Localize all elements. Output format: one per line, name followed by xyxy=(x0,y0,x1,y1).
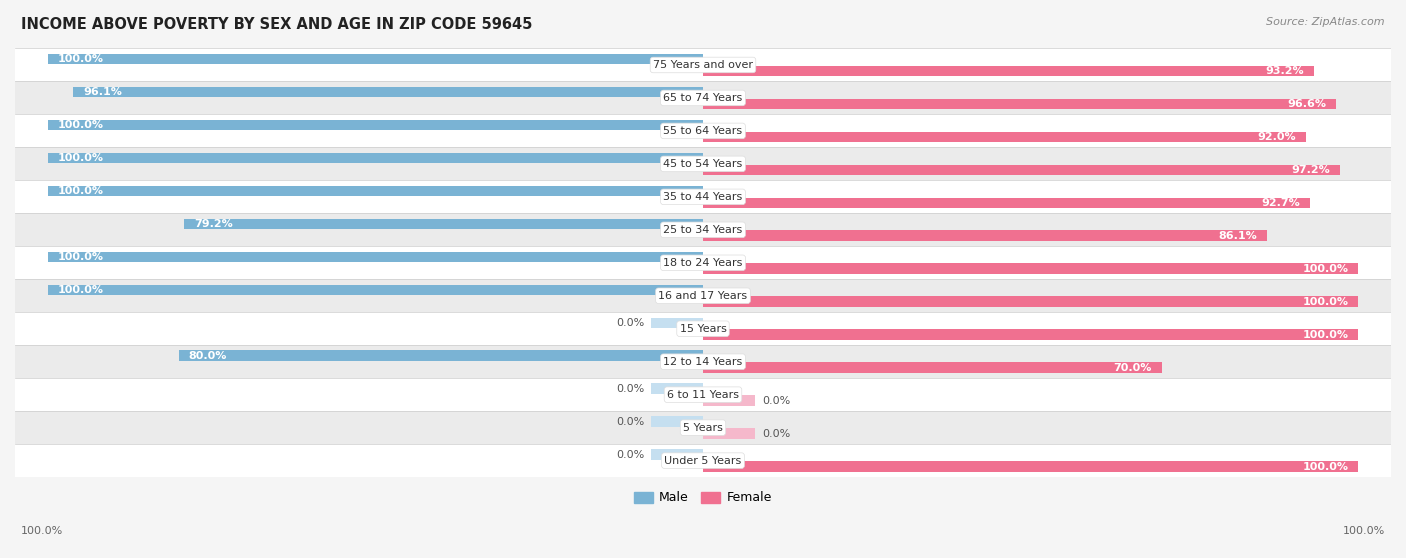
Bar xyxy=(703,296,1358,307)
Bar xyxy=(48,252,703,262)
Bar xyxy=(703,165,1340,175)
Bar xyxy=(15,147,1391,180)
Text: 65 to 74 Years: 65 to 74 Years xyxy=(664,93,742,103)
Text: 100.0%: 100.0% xyxy=(58,153,104,163)
Legend: Male, Female: Male, Female xyxy=(630,487,776,509)
Text: 80.0%: 80.0% xyxy=(188,351,226,361)
Text: INCOME ABOVE POVERTY BY SEX AND AGE IN ZIP CODE 59645: INCOME ABOVE POVERTY BY SEX AND AGE IN Z… xyxy=(21,17,533,32)
Bar xyxy=(15,279,1391,312)
Bar xyxy=(703,99,1336,109)
Text: 35 to 44 Years: 35 to 44 Years xyxy=(664,192,742,202)
Text: 5 Years: 5 Years xyxy=(683,422,723,432)
Bar xyxy=(703,329,1358,340)
Text: 0.0%: 0.0% xyxy=(762,429,790,439)
Bar xyxy=(15,312,1391,345)
Text: 100.0%: 100.0% xyxy=(58,252,104,262)
Bar xyxy=(703,198,1310,208)
Text: 25 to 34 Years: 25 to 34 Years xyxy=(664,225,742,235)
Bar xyxy=(15,411,1391,444)
Bar xyxy=(48,54,703,64)
Text: 96.6%: 96.6% xyxy=(1286,99,1326,109)
Bar xyxy=(703,429,755,439)
Bar xyxy=(703,263,1358,274)
Text: 100.0%: 100.0% xyxy=(58,285,104,295)
Bar xyxy=(651,416,703,427)
Text: 70.0%: 70.0% xyxy=(1114,363,1152,373)
Bar xyxy=(15,49,1391,81)
Text: 97.2%: 97.2% xyxy=(1291,165,1330,175)
Bar xyxy=(48,186,703,196)
Bar xyxy=(703,362,1161,373)
Text: 100.0%: 100.0% xyxy=(58,186,104,196)
Text: 15 Years: 15 Years xyxy=(679,324,727,334)
Text: 100.0%: 100.0% xyxy=(1302,264,1348,274)
Text: 75 Years and over: 75 Years and over xyxy=(652,60,754,70)
Bar xyxy=(651,318,703,328)
Text: Under 5 Years: Under 5 Years xyxy=(665,456,741,465)
Bar xyxy=(15,345,1391,378)
Text: 100.0%: 100.0% xyxy=(21,526,63,536)
Text: 79.2%: 79.2% xyxy=(194,219,232,229)
Text: 100.0%: 100.0% xyxy=(58,54,104,64)
Bar xyxy=(651,383,703,394)
Text: 100.0%: 100.0% xyxy=(58,120,104,130)
Bar xyxy=(15,246,1391,279)
Text: 12 to 14 Years: 12 to 14 Years xyxy=(664,357,742,367)
Bar xyxy=(15,81,1391,114)
Bar xyxy=(73,86,703,97)
Bar xyxy=(15,378,1391,411)
Bar xyxy=(179,350,703,361)
Bar xyxy=(184,219,703,229)
Text: 0.0%: 0.0% xyxy=(762,396,790,406)
Bar xyxy=(703,66,1313,76)
Bar xyxy=(15,213,1391,246)
Bar xyxy=(48,285,703,295)
Text: 55 to 64 Years: 55 to 64 Years xyxy=(664,126,742,136)
Text: 16 and 17 Years: 16 and 17 Years xyxy=(658,291,748,301)
Text: Source: ZipAtlas.com: Source: ZipAtlas.com xyxy=(1267,17,1385,27)
Bar xyxy=(703,395,755,406)
Text: 18 to 24 Years: 18 to 24 Years xyxy=(664,258,742,268)
Text: 6 to 11 Years: 6 to 11 Years xyxy=(666,389,740,400)
Text: 92.7%: 92.7% xyxy=(1261,198,1301,208)
Bar xyxy=(48,153,703,163)
Text: 100.0%: 100.0% xyxy=(1302,297,1348,307)
Text: 100.0%: 100.0% xyxy=(1343,526,1385,536)
Text: 96.1%: 96.1% xyxy=(83,87,122,97)
Bar xyxy=(48,120,703,130)
Bar xyxy=(703,132,1306,142)
Bar xyxy=(15,114,1391,147)
Text: 0.0%: 0.0% xyxy=(616,450,644,460)
Text: 45 to 54 Years: 45 to 54 Years xyxy=(664,159,742,169)
Text: 100.0%: 100.0% xyxy=(1302,461,1348,472)
Text: 0.0%: 0.0% xyxy=(616,384,644,394)
Text: 86.1%: 86.1% xyxy=(1219,231,1257,240)
Bar xyxy=(651,449,703,460)
Bar xyxy=(15,180,1391,213)
Bar xyxy=(703,230,1267,241)
Text: 92.0%: 92.0% xyxy=(1257,132,1296,142)
Text: 0.0%: 0.0% xyxy=(616,318,644,328)
Text: 0.0%: 0.0% xyxy=(616,417,644,427)
Text: 100.0%: 100.0% xyxy=(1302,330,1348,340)
Bar xyxy=(703,461,1358,472)
Bar xyxy=(15,444,1391,477)
Text: 93.2%: 93.2% xyxy=(1265,66,1303,76)
